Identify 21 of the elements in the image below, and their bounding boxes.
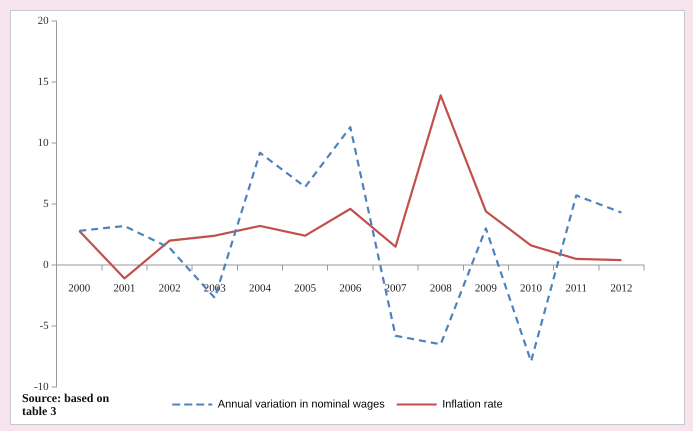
x-tick-label: 2000 [68, 282, 91, 294]
x-tick-label: 2008 [430, 282, 452, 294]
y-tick-label: -5 [39, 320, 50, 332]
y-tick-label: 0 [43, 258, 50, 271]
y-tick-label: 10 [38, 136, 50, 149]
source-note: Source: based on table 3 [22, 391, 110, 418]
x-tick-label: 2012 [610, 282, 632, 294]
legend-label: Inflation rate [442, 398, 503, 411]
y-tick-label: 15 [38, 76, 50, 88]
x-tick-label: 2009 [474, 282, 498, 294]
x-tick-label: 2006 [339, 282, 362, 294]
legend-label: Annual variation in nominal wages [218, 398, 386, 411]
x-tick-label: 2010 [520, 282, 543, 294]
x-tick-label: 2001 [113, 282, 136, 294]
y-tick-label: 5 [43, 198, 50, 210]
x-tick-label: 2005 [294, 282, 317, 294]
y-tick-label: -10 [34, 380, 50, 393]
y-tick-label: 20 [38, 14, 50, 27]
x-tick-label: 2004 [248, 282, 272, 294]
x-tick-label: 2002 [158, 282, 181, 294]
x-tick-label: 2011 [565, 282, 588, 294]
